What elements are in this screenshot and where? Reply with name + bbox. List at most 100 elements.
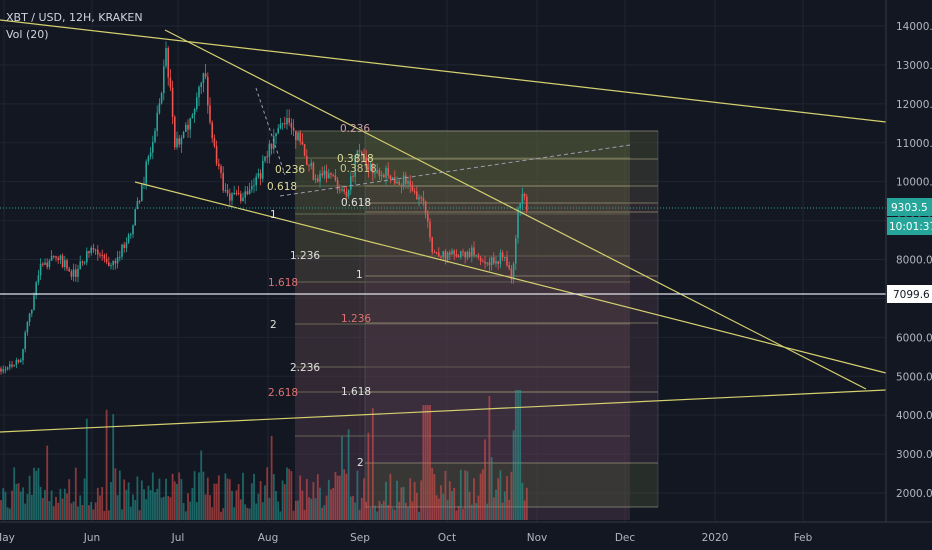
volume-bar	[149, 490, 152, 520]
volume-bar	[363, 478, 365, 520]
volume-bar	[248, 508, 251, 520]
candle-body	[185, 124, 187, 132]
volume-bar	[475, 503, 478, 520]
candle-body	[413, 191, 416, 193]
volume-bar	[46, 445, 49, 520]
candle-body	[193, 109, 196, 115]
candle-body	[411, 185, 414, 192]
volume-bar	[462, 508, 464, 520]
volume-bar	[48, 501, 51, 520]
fib-label-left: 0.236	[340, 123, 370, 135]
candle-body	[286, 117, 288, 125]
fib-zone	[295, 392, 630, 436]
candle-body	[178, 138, 180, 145]
volume-bar	[277, 501, 280, 520]
candle-body	[367, 167, 370, 170]
volume-bar	[85, 418, 88, 520]
volume-bar	[187, 493, 189, 520]
volume-bar	[200, 450, 203, 520]
volume-bar	[400, 487, 403, 520]
price-tick-label: 4000.0	[896, 410, 932, 422]
volume-bar	[52, 506, 55, 520]
chart-legend: XBT / USD, 12H, KRAKEN Vol (20)	[6, 9, 143, 43]
candle-body	[145, 161, 147, 184]
candle-body	[394, 177, 396, 184]
candle-body	[211, 122, 213, 139]
candle-body	[242, 197, 244, 202]
candle-body	[444, 251, 447, 260]
candle-body	[288, 117, 290, 123]
fib-label-right: 1.618	[341, 386, 371, 398]
time-axis: May Jun Jul Aug Sep Oct Nov Dec 2020 Feb	[0, 521, 932, 550]
fib-label-left: 2.236	[290, 362, 320, 374]
volume-bar	[55, 496, 57, 520]
candle-body	[130, 234, 132, 236]
candle-body	[295, 130, 297, 141]
volume-bar	[26, 494, 29, 520]
volume-bar	[418, 511, 420, 520]
time-tick-label: Oct	[438, 532, 456, 544]
candle-body	[121, 244, 123, 257]
fib-label-right: 1.236	[341, 313, 371, 325]
volume-indicator-label[interactable]: Vol (20)	[6, 28, 49, 41]
candle-body	[156, 112, 158, 131]
candle-body	[356, 150, 359, 157]
candle-body	[163, 66, 165, 94]
candle-body	[398, 181, 400, 185]
candle-body	[383, 174, 385, 178]
candle-body	[506, 256, 508, 266]
volume-bar	[125, 489, 128, 520]
volume-bar	[281, 480, 284, 520]
candle-body	[229, 193, 231, 201]
candle-body	[222, 172, 224, 191]
volume-bar	[367, 432, 370, 520]
candle-body	[231, 193, 233, 201]
volume-bar	[79, 495, 82, 520]
volume-bar	[81, 504, 84, 520]
candle-body	[508, 265, 510, 269]
price-tags: 9303.5 10:01:37 7099.6	[887, 198, 932, 303]
volume-bar	[514, 390, 517, 520]
candle-body	[171, 87, 174, 117]
candle-body	[438, 252, 440, 257]
fib-labels: 0.236 0.3818 0.618 1 1.236 1.618 2 2.236 2.618 0.…	[267, 123, 377, 469]
candle-body	[455, 254, 458, 257]
candle-body	[473, 247, 475, 256]
volume-bar	[11, 490, 13, 520]
candle-body	[281, 123, 284, 125]
candle-body	[97, 249, 99, 255]
candle-body	[0, 368, 2, 372]
candle-body	[297, 132, 299, 141]
price-tick-label: 2000.0	[896, 488, 932, 500]
price-tick-label: 14000.0	[896, 21, 932, 33]
candle-body	[75, 269, 77, 277]
volume-bar	[61, 498, 64, 520]
volume-bar	[319, 487, 321, 520]
candle-body	[365, 157, 367, 168]
candle-body	[268, 143, 271, 157]
candle-body	[46, 262, 48, 267]
volume-bar	[327, 479, 330, 520]
volume-bar	[17, 483, 20, 520]
volume-bar	[158, 478, 161, 520]
candle-body	[191, 114, 194, 119]
candle-body	[345, 191, 348, 197]
volume-bar	[398, 501, 401, 520]
volume-bar	[154, 492, 156, 520]
volume-bar	[222, 508, 225, 520]
symbol-title[interactable]: XBT / USD, 12H, KRAKEN	[6, 11, 143, 24]
volume-bar	[321, 507, 324, 520]
candle-body	[526, 196, 528, 211]
volume-bar	[138, 510, 141, 520]
time-axis-bg	[0, 522, 932, 550]
price-tick-label: 6000.0	[896, 332, 932, 344]
price-axis-bg	[886, 0, 932, 550]
fib-zone	[295, 214, 630, 256]
candle-body	[312, 162, 315, 180]
volume-bar	[77, 506, 79, 520]
candle-body	[20, 360, 22, 363]
candle-body	[317, 178, 319, 182]
volume-bar	[378, 500, 381, 520]
volume-bar	[127, 482, 130, 520]
